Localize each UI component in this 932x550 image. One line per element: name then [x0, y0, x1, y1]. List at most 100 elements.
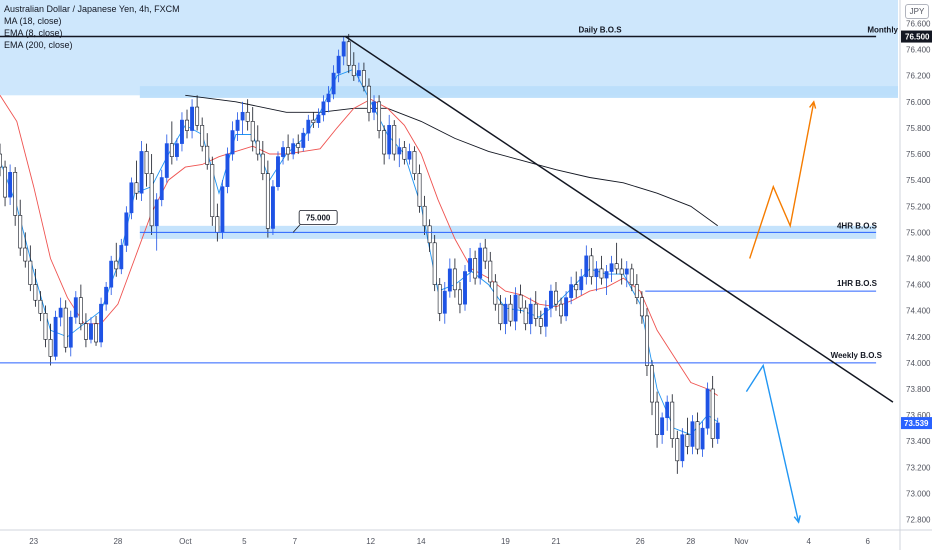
candle-body [382, 130, 387, 155]
candle [255, 125, 260, 161]
candle [13, 167, 18, 226]
candle-body [104, 286, 109, 305]
candle-body [301, 132, 306, 148]
legend-ema200[interactable]: EMA (200, close) [4, 40, 73, 50]
candle-body [185, 119, 189, 131]
candle-body [245, 111, 250, 122]
candle [321, 95, 326, 122]
candle [164, 134, 169, 183]
legend-ema8[interactable]: EMA (8, close) [4, 28, 63, 38]
candle-body [468, 258, 473, 272]
candle [190, 99, 195, 139]
candle [685, 417, 690, 455]
candle-body [422, 205, 427, 227]
candle [109, 255, 114, 296]
candle [599, 255, 604, 285]
candle [695, 412, 700, 455]
candle-body [604, 271, 609, 279]
candle [240, 101, 245, 135]
currency-badge[interactable]: JPY [905, 4, 929, 19]
candle-body [154, 199, 159, 227]
candle-body [372, 101, 376, 113]
y-tick-label: 75.200 [906, 202, 931, 211]
candle-body [99, 303, 104, 343]
candle [3, 160, 7, 207]
candle [195, 95, 200, 131]
candle [463, 265, 467, 311]
bullish-projection [749, 100, 817, 259]
candle-body [367, 85, 371, 113]
candle-body [508, 303, 513, 322]
candle [422, 195, 427, 235]
candle [114, 242, 119, 277]
chart-legend: Australian Dollar / Japanese Yen, 4h, FX… [4, 3, 180, 51]
trendline [344, 35, 894, 403]
candle-body [119, 245, 124, 270]
candle-body [341, 41, 346, 57]
x-tick-label: 5 [242, 537, 247, 546]
candle [94, 315, 98, 346]
candle [513, 287, 518, 331]
projection-path [749, 101, 815, 259]
legend-ma18[interactable]: MA (18, close) [4, 16, 62, 26]
candle [372, 95, 376, 121]
candle [417, 164, 422, 213]
candle-body [240, 111, 245, 121]
candle [336, 49, 341, 83]
candle [437, 278, 442, 322]
candle [58, 297, 63, 327]
candle-body [412, 151, 417, 174]
candle-body [174, 143, 179, 157]
x-tick-label: 4 [806, 537, 811, 546]
candle [367, 78, 371, 122]
candle [245, 99, 250, 131]
candle [639, 291, 644, 324]
candle [200, 117, 205, 152]
candle [139, 140, 144, 202]
candle-body [270, 186, 275, 229]
candle-body [670, 401, 675, 439]
candle-body [533, 303, 538, 319]
candle [468, 248, 473, 282]
candle [235, 112, 240, 141]
candle-body [574, 284, 579, 291]
candle-body [89, 323, 93, 340]
candle [377, 95, 382, 139]
y-tick-label: 75.000 [906, 228, 931, 237]
callout-box [298, 209, 338, 225]
candle [265, 160, 270, 238]
y-tick-label: 73.200 [906, 463, 931, 472]
candle-body [655, 401, 660, 436]
candle-body [609, 263, 614, 272]
candle [250, 107, 255, 152]
candle [296, 134, 301, 155]
candle-body [569, 284, 574, 298]
candle-body [78, 297, 83, 325]
candle-body [417, 173, 422, 207]
candle-body [144, 151, 149, 174]
candle-body [559, 303, 563, 317]
candle-body [13, 172, 18, 216]
candle-body [205, 145, 210, 165]
y-tick-label: 73.800 [906, 385, 931, 394]
bearish-projection [745, 363, 801, 524]
candle-body [230, 130, 235, 155]
candle [270, 180, 275, 235]
candle [78, 284, 83, 331]
h4-bos-label: 4HR B.O.S [837, 221, 878, 230]
candle [619, 258, 624, 285]
legend-symbol[interactable]: Australian Dollar / Japanese Yen, 4h, FX… [4, 4, 180, 14]
candle [473, 250, 478, 285]
candle [225, 147, 230, 194]
y-tick-label: 74.800 [906, 254, 931, 263]
candle [23, 232, 28, 268]
candle-body [68, 316, 73, 348]
y-tick-label: 74.600 [906, 281, 931, 290]
monthly-label: Monthly [867, 26, 898, 35]
candle-body [589, 255, 594, 278]
price-callout: 75.000 [292, 209, 338, 233]
candle-body [8, 172, 13, 198]
candle-body [473, 258, 478, 279]
